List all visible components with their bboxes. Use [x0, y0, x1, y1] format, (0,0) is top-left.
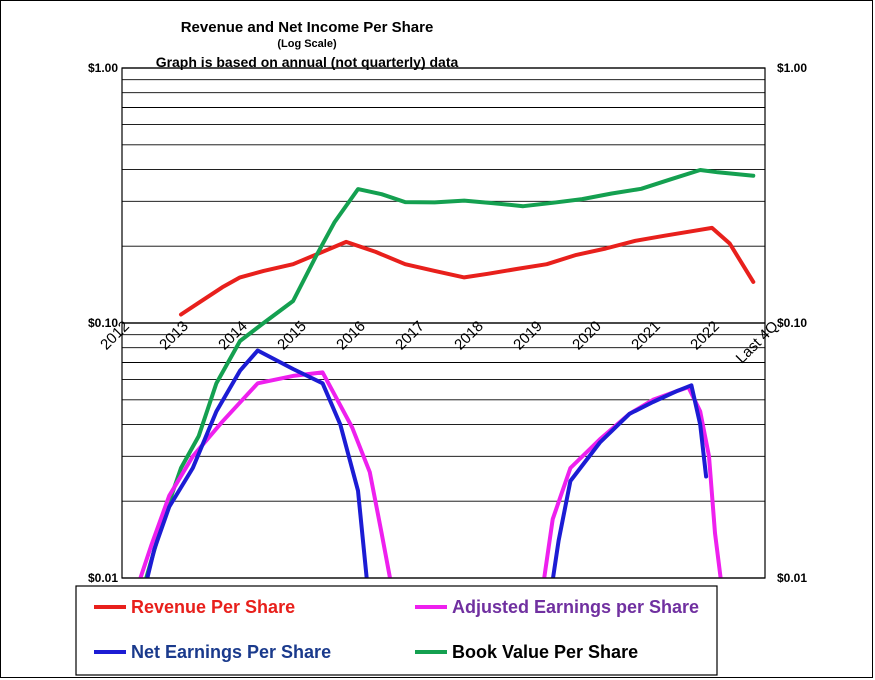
chart-note: Graph is based on annual (not quarterly)… — [156, 54, 459, 70]
legend-label: Net Earnings Per Share — [131, 642, 331, 662]
legend-label: Adjusted Earnings per Share — [452, 597, 699, 617]
x-tick-label: Last 4Q — [733, 318, 782, 367]
plot-area — [138, 168, 756, 578]
series-line-book-value-per-share — [144, 168, 756, 578]
y-tick-label-left: $0.01 — [88, 571, 118, 585]
legend-label: Book Value Per Share — [452, 642, 638, 662]
series-line-net-earnings-per-share — [551, 383, 709, 578]
plot-border — [121, 67, 766, 579]
y-tick-label-right: $1.00 — [777, 61, 807, 75]
y-tick-label-right: $0.01 — [777, 571, 807, 585]
y-tick-label-left: $0.10 — [88, 316, 118, 330]
y-tick-label-right: $0.10 — [777, 316, 807, 330]
legend: Revenue Per Share Adjusted Earnings per S… — [75, 585, 718, 676]
legend-box — [75, 585, 718, 676]
series-line-adjusted-earnings-per-share — [138, 370, 393, 578]
chart-subtitle: (Log Scale) — [277, 38, 337, 50]
chart-title: Revenue and Net Income Per Share — [181, 19, 434, 36]
series-line-net-earnings-per-share — [145, 348, 369, 578]
series-line-revenue-per-share — [179, 225, 756, 317]
gridlines — [122, 67, 765, 579]
legend-label: Revenue Per Share — [131, 597, 295, 617]
y-tick-label-left: $1.00 — [88, 61, 118, 75]
